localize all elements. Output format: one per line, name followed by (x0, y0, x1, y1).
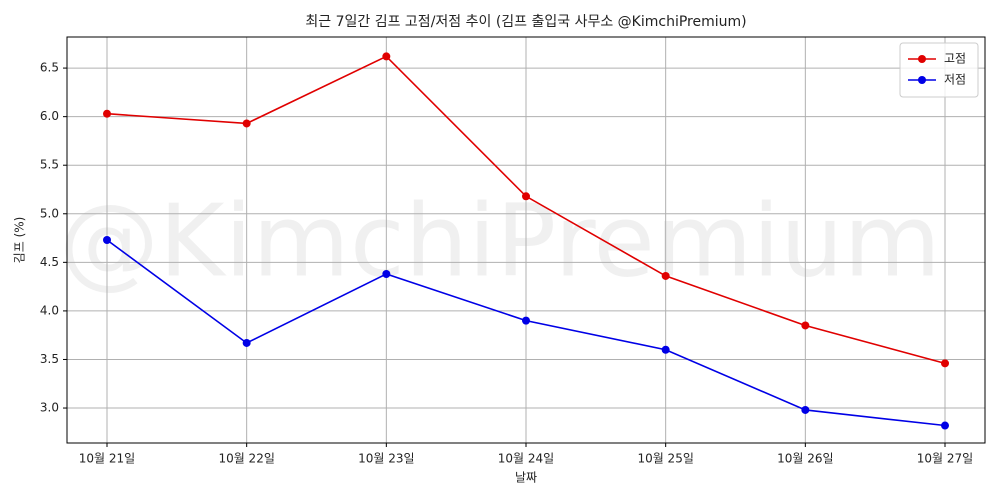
point (103, 109, 111, 118)
x-axis-label: 날짜 (515, 471, 537, 485)
legend-marker (918, 55, 926, 63)
y-tick-label: 4.5 (40, 255, 59, 269)
point (382, 269, 391, 278)
legend-label: 저점 (944, 73, 966, 87)
point (382, 52, 391, 61)
y-axis-label: 김프 (%) (13, 217, 27, 264)
legend-box (899, 42, 979, 98)
legend-label: 고점 (944, 52, 966, 66)
point (661, 345, 670, 354)
legend-marker (918, 76, 926, 84)
plot-frame (66, 36, 986, 444)
x-tick-label: 10월 24일 (498, 452, 554, 466)
x-tick-label: 10월 25일 (637, 452, 693, 466)
point (801, 405, 810, 414)
y-tick-label: 5.0 (40, 206, 59, 220)
x-tick-label: 10월 22일 (218, 452, 274, 466)
point (522, 316, 530, 325)
y-tick-label: 6.0 (40, 109, 59, 123)
x-tick-label: 10월 27일 (917, 452, 973, 466)
point (801, 321, 810, 330)
y-tick-label: 3.0 (40, 401, 59, 415)
chart-title: 최근 7일간 김프 고점/저점 추이 (김프 출입국 사무소 @KimchiPr… (305, 14, 746, 30)
point (242, 119, 251, 128)
point (941, 421, 949, 430)
y-tick-label: 4.0 (40, 303, 59, 317)
point (522, 192, 530, 201)
x-tick-label: 10월 21일 (79, 452, 135, 466)
x-tick-label: 10월 23일 (358, 452, 414, 466)
point (941, 359, 949, 368)
point (242, 338, 251, 347)
watermark: @KimchiPremium (59, 182, 941, 299)
y-tick-label: 5.5 (40, 158, 59, 172)
y-tick-label: 6.5 (40, 61, 59, 75)
point (103, 236, 111, 244)
y-tick-label: 3.5 (40, 352, 59, 366)
x-tick-label: 10월 26일 (777, 452, 833, 466)
point (661, 271, 670, 280)
